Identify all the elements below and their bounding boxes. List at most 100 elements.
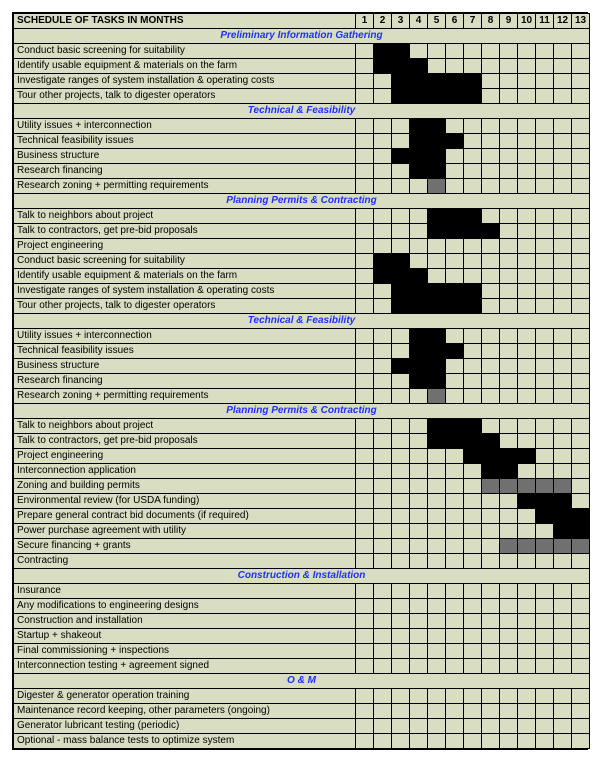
gantt-cell: [482, 89, 500, 104]
gantt-cell: [392, 329, 410, 344]
gantt-cell: [392, 704, 410, 719]
gantt-cell: [554, 524, 572, 539]
gantt-cell: [482, 149, 500, 164]
gantt-cell: [464, 599, 482, 614]
task-label: Identify usable equipment & materials on…: [14, 59, 356, 74]
gantt-cell: [536, 239, 554, 254]
gantt-cell: [410, 599, 428, 614]
gantt-cell: [356, 74, 374, 89]
task-label: Investigate ranges of system installatio…: [14, 284, 356, 299]
task-row: Research financing: [14, 164, 590, 179]
gantt-cell: [374, 389, 392, 404]
gantt-cell: [356, 479, 374, 494]
gantt-cell: [518, 74, 536, 89]
gantt-cell: [446, 179, 464, 194]
gantt-cell: [536, 494, 554, 509]
gantt-cell: [428, 209, 446, 224]
task-row: Talk to neighbors about project: [14, 419, 590, 434]
gantt-cell: [554, 614, 572, 629]
gantt-cell: [428, 374, 446, 389]
gantt-cell: [374, 554, 392, 569]
gantt-cell: [482, 359, 500, 374]
gantt-cell: [482, 704, 500, 719]
section-row: Technical & Feasibility: [14, 104, 590, 119]
section-row: Technical & Feasibility: [14, 314, 590, 329]
gantt-cell: [500, 509, 518, 524]
gantt-cell: [518, 629, 536, 644]
gantt-cell: [482, 299, 500, 314]
gantt-cell: [554, 344, 572, 359]
gantt-cell: [554, 74, 572, 89]
gantt-cell: [518, 209, 536, 224]
gantt-cell: [572, 554, 590, 569]
gantt-cell: [536, 539, 554, 554]
task-label: Business structure: [14, 149, 356, 164]
task-label: Utility issues + interconnection: [14, 329, 356, 344]
gantt-cell: [554, 719, 572, 734]
gantt-cell: [518, 539, 536, 554]
gantt-cell: [554, 89, 572, 104]
gantt-cell: [518, 479, 536, 494]
gantt-cell: [482, 269, 500, 284]
gantt-cell: [464, 179, 482, 194]
gantt-cell: [500, 329, 518, 344]
gantt-cell: [392, 89, 410, 104]
month-col-1: 1: [356, 14, 374, 29]
gantt-cell: [500, 74, 518, 89]
task-label: Optional - mass balance tests to optimiz…: [14, 734, 356, 749]
gantt-cell: [374, 704, 392, 719]
gantt-cell: [446, 599, 464, 614]
gantt-cell: [356, 524, 374, 539]
gantt-cell: [446, 74, 464, 89]
gantt-cell: [500, 164, 518, 179]
gantt-cell: [518, 179, 536, 194]
gantt-cell: [374, 269, 392, 284]
gantt-cell: [428, 254, 446, 269]
task-row: Research financing: [14, 374, 590, 389]
task-row: Digester & generator operation training: [14, 689, 590, 704]
gantt-cell: [500, 179, 518, 194]
gantt-cell: [428, 149, 446, 164]
gantt-cell: [572, 449, 590, 464]
gantt-cell: [572, 614, 590, 629]
gantt-cell: [374, 284, 392, 299]
gantt-cell: [572, 509, 590, 524]
gantt-cell: [572, 209, 590, 224]
gantt-cell: [446, 374, 464, 389]
gantt-cell: [374, 119, 392, 134]
task-label: Research financing: [14, 164, 356, 179]
month-col-6: 6: [446, 14, 464, 29]
gantt-cell: [428, 224, 446, 239]
gantt-cell: [572, 239, 590, 254]
gantt-cell: [518, 509, 536, 524]
gantt-cell: [518, 599, 536, 614]
task-row: Construction and installation: [14, 614, 590, 629]
gantt-cell: [464, 209, 482, 224]
gantt-cell: [536, 224, 554, 239]
gantt-cell: [572, 59, 590, 74]
gantt-cell: [446, 389, 464, 404]
gantt-cell: [374, 299, 392, 314]
gantt-cell: [374, 479, 392, 494]
gantt-cell: [410, 239, 428, 254]
gantt-cell: [374, 164, 392, 179]
gantt-cell: [428, 629, 446, 644]
gantt-cell: [482, 524, 500, 539]
gantt-cell: [410, 644, 428, 659]
gantt-cell: [428, 734, 446, 749]
gantt-cell: [536, 719, 554, 734]
gantt-cell: [410, 59, 428, 74]
gantt-cell: [554, 434, 572, 449]
gantt-cell: [464, 284, 482, 299]
gantt-cell: [572, 704, 590, 719]
task-label: Talk to contractors, get pre-bid proposa…: [14, 224, 356, 239]
gantt-cell: [464, 629, 482, 644]
month-col-8: 8: [482, 14, 500, 29]
gantt-cell: [500, 149, 518, 164]
gantt-cell: [356, 284, 374, 299]
gantt-cell: [410, 419, 428, 434]
gantt-cell: [446, 494, 464, 509]
gantt-cell: [428, 134, 446, 149]
gantt-cell: [500, 659, 518, 674]
task-label: Power purchase agreement with utility: [14, 524, 356, 539]
